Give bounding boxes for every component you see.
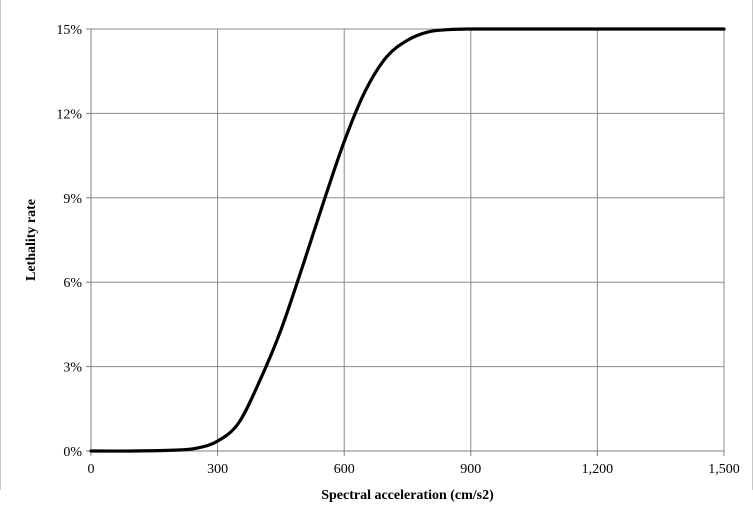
x-tick-label: 0: [88, 462, 95, 477]
series-layer: [89, 27, 726, 453]
y-tick-label: 12%: [56, 107, 82, 122]
axes: [86, 28, 725, 456]
y-tick-label: 15%: [56, 23, 82, 38]
x-tick-label: 300: [207, 462, 228, 477]
frame-edge-left: [0, 0, 1, 490]
x-tick-labels: 0 300 600 900 1,200 1,500: [88, 462, 740, 477]
y-tick-label: 9%: [63, 192, 82, 207]
y-tick-label: 0%: [63, 445, 82, 460]
y-axis-title: Lethality rate: [24, 199, 39, 281]
grid-lines: [91, 28, 725, 451]
x-axis-title: Spectral acceleration (cm/s2): [321, 488, 494, 503]
series-line: [89, 27, 726, 453]
x-tick-label: 600: [334, 462, 355, 477]
x-tick-label: 900: [460, 462, 481, 477]
y-tick-label: 6%: [63, 276, 82, 291]
y-tick-label: 3%: [63, 361, 82, 376]
x-tick-label: 1,200: [582, 462, 614, 477]
y-tick-labels: 0% 3% 6% 9% 12% 15%: [56, 23, 82, 460]
x-tick-label: 1,500: [708, 462, 740, 477]
